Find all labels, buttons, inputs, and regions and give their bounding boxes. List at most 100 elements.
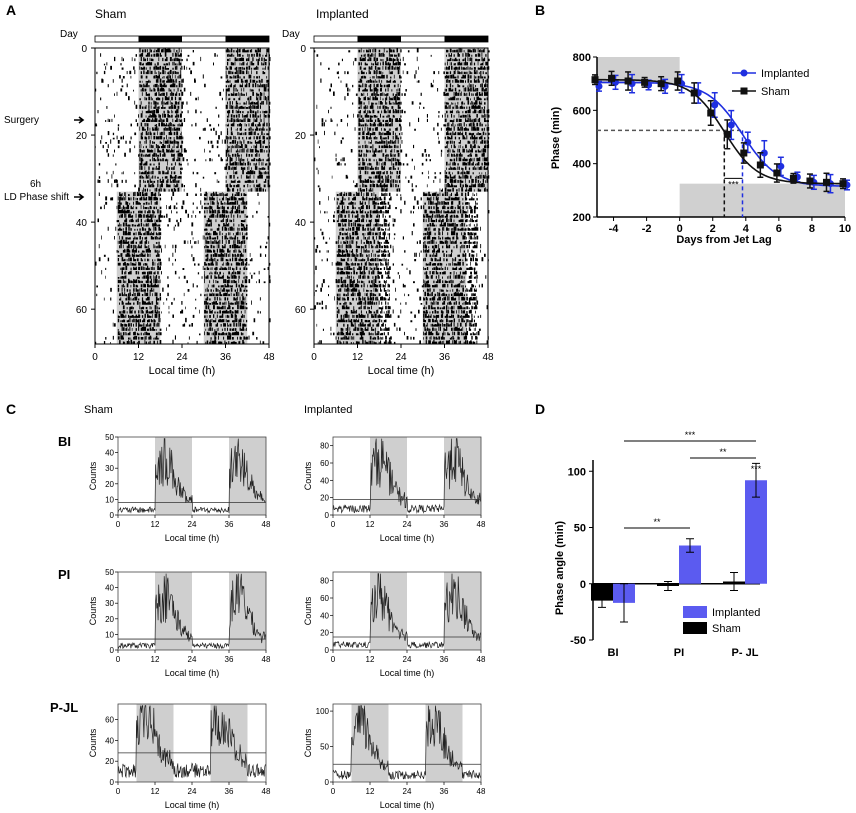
dark-phase-shading xyxy=(351,704,389,782)
fit-curve-sham xyxy=(597,78,845,185)
y-tick-label: 30 xyxy=(105,464,114,473)
histogram-xlabel: Local time (h) xyxy=(380,800,435,810)
y-tick-label: 200 xyxy=(573,212,591,224)
row-label-pjl: P-JL xyxy=(50,700,78,715)
y-tick-label: 60 xyxy=(76,305,88,316)
y-tick-label: 100 xyxy=(316,707,330,716)
y-tick-label: 20 xyxy=(105,480,114,489)
legend-marker-sham xyxy=(740,87,748,95)
legend-label-sham: Sham xyxy=(761,86,790,98)
legend-label-implanted: Implanted xyxy=(761,68,809,80)
legend-marker-implanted xyxy=(740,69,748,77)
data-point-sham xyxy=(806,177,814,185)
x-tick-label: 0 xyxy=(311,352,317,363)
activity-raster xyxy=(95,48,271,344)
actogram-sham: 0 20 40 60 0 12 24 36 48 Local time (h) xyxy=(76,35,275,377)
activity-trace xyxy=(117,573,266,650)
histogram-xlabel: Local time (h) xyxy=(380,668,435,678)
y-tick-label: 0 xyxy=(110,778,115,787)
y-tick-label: 0 xyxy=(580,579,586,591)
y-tick-label: 40 xyxy=(320,611,329,620)
significance-label: *** xyxy=(685,430,696,440)
column-title-sham: Sham xyxy=(84,404,113,416)
x-tick-label: 36 xyxy=(225,520,234,529)
bar-implanted xyxy=(679,545,701,584)
data-point-sham xyxy=(591,76,599,84)
y-tick-label: 60 xyxy=(320,594,329,603)
histogram-xlabel: Local time (h) xyxy=(165,533,220,543)
y-tick-label: 0 xyxy=(81,44,87,55)
y-tick-label: -50 xyxy=(570,635,586,647)
x-tick-label: 4 xyxy=(743,223,750,235)
y-tick-label: 0 xyxy=(300,44,306,55)
x-tick-label: 0 xyxy=(92,352,98,363)
fit-curve-implanted xyxy=(597,81,846,187)
x-tick-label: 12 xyxy=(366,655,375,664)
data-point-sham xyxy=(789,174,797,182)
x-tick-label: 48 xyxy=(477,655,486,664)
histogram-xlabel: Local time (h) xyxy=(165,668,220,678)
x-tick-label: 36 xyxy=(440,520,449,529)
activity-trace xyxy=(332,705,481,781)
x-tick-label: 12 xyxy=(366,787,375,796)
phase-xlabel: Days from Jet Lag xyxy=(676,234,771,246)
x-tick-label: -2 xyxy=(642,223,652,235)
x-tick-label: 0 xyxy=(331,787,336,796)
x-tick-label: 12 xyxy=(133,352,145,363)
data-point-sham xyxy=(707,109,715,117)
y-tick-label: 0 xyxy=(110,511,115,520)
panel-label-c: C xyxy=(6,401,16,417)
x-tick-label: 24 xyxy=(403,655,412,664)
x-tick-label: 36 xyxy=(439,352,451,363)
x-tick-label: 6 xyxy=(776,223,782,235)
histogram-ylabel: Counts xyxy=(88,596,98,625)
panel-label-d: D xyxy=(535,401,545,417)
annotation-ld-phase-shift: LD Phase shift xyxy=(4,192,69,203)
y-tick-label: 50 xyxy=(320,743,329,752)
panel-c: Sham Implanted BI PI P-JL 0 10 20 30 40 50 0 12… xyxy=(50,404,486,810)
y-tick-label: 40 xyxy=(295,218,307,229)
y-tick-label: 0 xyxy=(325,778,330,787)
data-point-sham xyxy=(822,178,830,186)
surgery-arrow-icon xyxy=(74,116,85,124)
x-tick-label: 10 xyxy=(839,223,851,235)
panel-a: Sham Implanted Day Day 0 20 40 60 0 12 24 36 48 L… xyxy=(4,7,494,377)
data-point-implanted xyxy=(744,138,752,146)
bar-implanted xyxy=(745,480,767,584)
y-tick-label: 0 xyxy=(110,646,115,655)
x-tick-label: 24 xyxy=(188,655,197,664)
x-tick-label: -4 xyxy=(609,223,620,235)
activity-trace xyxy=(117,438,266,514)
y-tick-label: 20 xyxy=(320,629,329,638)
y-tick-label: 50 xyxy=(574,523,586,535)
y-tick-label: 20 xyxy=(105,615,114,624)
histogram-ylabel: Counts xyxy=(88,728,98,757)
y-tick-label: 20 xyxy=(320,494,329,503)
y-tick-label: 60 xyxy=(105,716,114,725)
panel-label-b: B xyxy=(535,2,545,18)
y-tick-label: 20 xyxy=(76,131,88,142)
annotation-6h: 6h xyxy=(30,179,41,190)
post-phase-region xyxy=(679,183,845,217)
data-point-sham xyxy=(839,180,847,188)
dark-phase-shading xyxy=(155,572,192,650)
y-tick-label: 40 xyxy=(105,584,114,593)
x-tick-label: 48 xyxy=(477,787,486,796)
y-tick-label: 40 xyxy=(105,449,114,458)
data-point-implanted xyxy=(760,149,768,157)
y-tick-label: 40 xyxy=(105,736,114,745)
histogram-ylabel: Counts xyxy=(303,728,313,757)
x-tick-label: 36 xyxy=(225,787,234,796)
x-tick-label: 0 xyxy=(116,520,121,529)
x-tick-label: 12 xyxy=(151,787,160,796)
y-tick-label: 60 xyxy=(295,305,307,316)
day-label-implanted: Day xyxy=(282,29,300,40)
x-tick-label: 12 xyxy=(151,655,160,664)
significance-label: ** xyxy=(719,447,727,457)
x-tick-label: 12 xyxy=(151,520,160,529)
data-point-implanted xyxy=(727,121,735,129)
dark-phase-shading xyxy=(136,704,174,782)
category-label: BI xyxy=(608,647,619,659)
ld-bar-dark xyxy=(138,36,182,42)
